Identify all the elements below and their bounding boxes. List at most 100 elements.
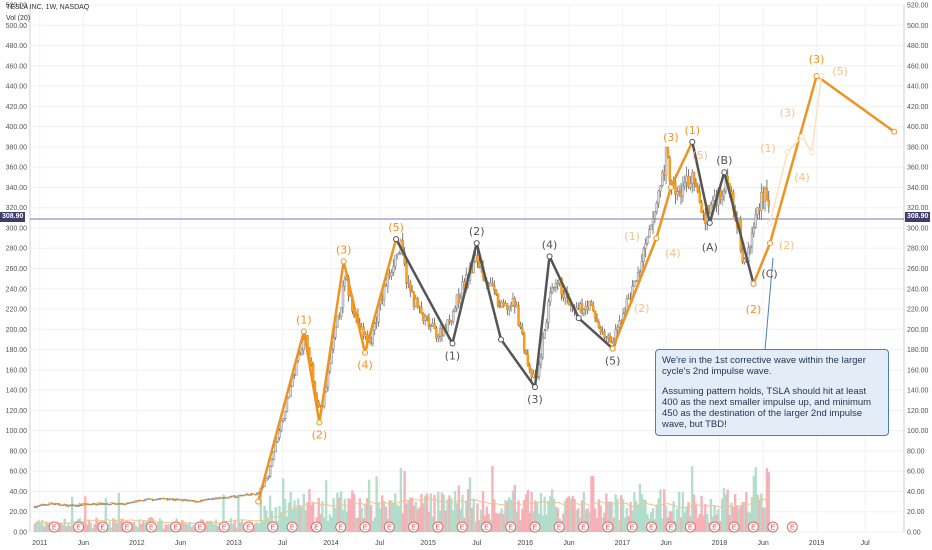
earnings-marker[interactable] xyxy=(408,521,420,533)
candle-body xyxy=(95,504,98,506)
earnings-marker[interactable] xyxy=(194,521,206,533)
volume-bar xyxy=(110,527,113,532)
volume-bar xyxy=(324,480,328,532)
volume-bar xyxy=(478,520,481,532)
volume-bar xyxy=(282,478,285,532)
x-axis: 2011 Jun 2012 Jun 2013 Jul 2014 Jul 2015 Jul 2016 J… xyxy=(32,540,870,547)
candle-body xyxy=(375,321,378,324)
earnings-marker[interactable] xyxy=(243,521,254,533)
candle-body xyxy=(748,246,752,249)
earnings-marker[interactable] xyxy=(97,521,109,533)
earnings-marker-label: E xyxy=(688,525,693,532)
x-tick-label: 2015 xyxy=(420,540,436,547)
candle-body xyxy=(616,326,619,330)
earnings-marker[interactable] xyxy=(310,521,322,533)
earnings-marker[interactable] xyxy=(626,521,638,533)
earnings-marker[interactable] xyxy=(383,521,395,533)
volume-bar xyxy=(280,512,283,532)
chart-symbol: TESLA INC, 1W, NASDAQ xyxy=(6,4,90,11)
earnings-marker[interactable] xyxy=(73,521,85,533)
candle-body xyxy=(494,289,498,295)
volume-bar xyxy=(85,524,89,532)
earnings-marker[interactable] xyxy=(747,521,759,533)
candle-body xyxy=(692,172,696,183)
volume-bar xyxy=(459,509,462,532)
wave-label: (4) xyxy=(542,238,558,251)
earnings-marker[interactable] xyxy=(48,521,60,533)
earnings-marker[interactable] xyxy=(553,521,565,533)
earnings-marker[interactable] xyxy=(578,521,590,533)
earnings-marker[interactable] xyxy=(529,521,541,533)
earnings-marker-label: E xyxy=(751,525,756,532)
earnings-marker[interactable] xyxy=(786,521,798,533)
volume-bar xyxy=(371,520,375,532)
candle-body xyxy=(478,261,481,269)
y-tick-label-right: 440.00 xyxy=(907,84,929,91)
volume-bar xyxy=(541,515,545,532)
volume-bars xyxy=(33,466,770,532)
volume-indicator-label[interactable]: Vol (20) xyxy=(6,15,31,22)
candle-body xyxy=(272,451,276,460)
wave-label: (2) xyxy=(469,225,485,238)
x-tick-label: Jul xyxy=(278,540,287,547)
earnings-marker[interactable] xyxy=(145,521,157,533)
candle-body xyxy=(741,250,744,263)
earnings-marker[interactable] xyxy=(267,521,279,533)
candle-body xyxy=(556,282,559,285)
candle-body xyxy=(752,227,756,234)
volume-bar xyxy=(603,512,606,532)
candle-body xyxy=(549,292,552,303)
volume-bar xyxy=(534,500,537,532)
earnings-marker[interactable] xyxy=(359,521,371,533)
earnings-marker[interactable] xyxy=(121,521,133,533)
candle-body xyxy=(50,502,53,505)
candle-body xyxy=(506,303,509,311)
y-tick-label-left: 180.00 xyxy=(6,347,28,354)
volume-bar xyxy=(685,507,688,532)
volume-bar xyxy=(235,527,238,532)
volume-bar xyxy=(437,491,440,532)
volume-bar xyxy=(761,507,765,532)
volume-bar xyxy=(164,524,167,532)
candle-body xyxy=(668,157,672,182)
candle-body xyxy=(530,369,533,378)
volume-bar xyxy=(381,495,384,532)
volume-bar xyxy=(420,493,423,532)
earnings-marker[interactable] xyxy=(432,521,444,533)
earnings-marker[interactable] xyxy=(728,521,740,533)
candle-body xyxy=(255,492,259,495)
earnings-marker[interactable] xyxy=(335,521,347,533)
volume-bar xyxy=(207,520,210,532)
earnings-marker[interactable] xyxy=(767,521,779,533)
volume-bar xyxy=(767,472,770,532)
wave-point xyxy=(891,128,898,135)
wave-label: (1) xyxy=(445,349,461,362)
y-tick-label-right: 160.00 xyxy=(907,367,929,374)
candle-body xyxy=(636,272,640,281)
earnings-marker[interactable] xyxy=(480,521,492,533)
wave-point xyxy=(393,236,400,243)
y-axis: 0.00 0.00 20.00 20.00 40.00 40.00 60.00 60.00 80… xyxy=(6,3,929,537)
volume-bar xyxy=(319,513,322,532)
volume-bar xyxy=(323,517,326,532)
volume-bar xyxy=(444,510,447,532)
earnings-marker[interactable] xyxy=(456,521,468,533)
candle-body xyxy=(274,441,277,453)
earnings-marker[interactable] xyxy=(170,521,182,533)
earnings-marker[interactable] xyxy=(602,521,614,533)
volume-bar xyxy=(229,518,233,532)
earnings-marker[interactable] xyxy=(665,521,677,533)
earnings-marker[interactable] xyxy=(684,521,696,533)
volume-bar xyxy=(521,508,524,532)
earnings-marker[interactable] xyxy=(218,521,230,533)
volume-bar xyxy=(554,506,558,532)
earnings-marker-label: E xyxy=(557,525,562,532)
earnings-marker[interactable] xyxy=(286,521,298,533)
earnings-marker[interactable] xyxy=(505,521,517,533)
candle-body xyxy=(341,286,345,308)
earnings-marker[interactable] xyxy=(709,521,721,533)
wave-point xyxy=(300,328,307,335)
earnings-marker[interactable] xyxy=(646,521,658,533)
